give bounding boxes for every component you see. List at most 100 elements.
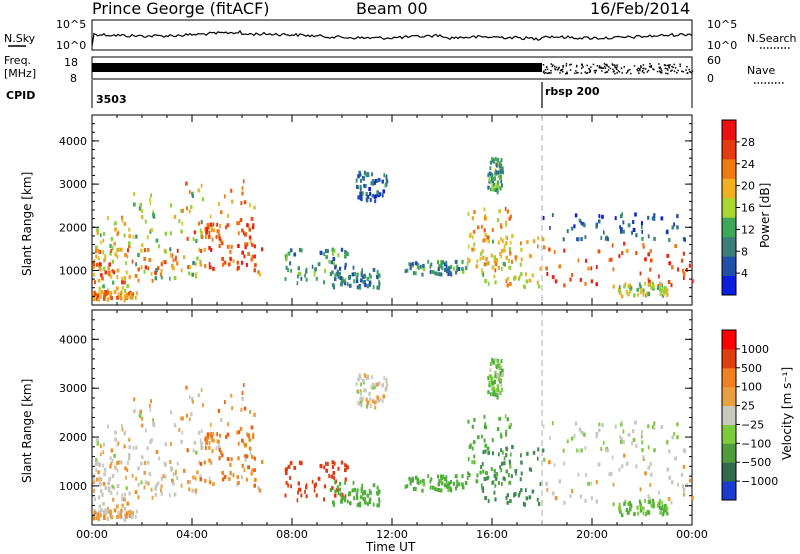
power-cell [656,286,660,290]
velocity-cell [253,483,256,488]
power-cell [95,297,98,301]
power-cell [421,272,424,277]
power-cell [188,209,191,214]
power-cell [189,265,192,269]
power-cell [253,268,256,273]
nave-dot [577,71,579,74]
velocity-cell [261,459,264,464]
velocity-cell [219,450,223,455]
velocity-cell [649,462,652,466]
velocity-cell [344,498,347,503]
power-cell [500,183,503,188]
power-cell [668,238,671,242]
nave-dot [667,72,669,75]
power-cell [200,220,203,225]
power-cell [97,248,99,253]
power-cell [289,261,292,266]
power-cell [199,262,203,267]
velocity-cell [210,460,213,465]
power-cell [253,254,256,259]
power-cell [219,239,223,243]
power-cell [676,225,679,230]
velocity-cell [111,484,114,489]
power-cell [290,268,292,273]
velocity-cell [666,511,669,516]
velocity-cell [491,357,493,362]
velocity-cell [369,490,372,495]
nave-dot [682,71,685,73]
velocity-cell [139,409,142,414]
power-cell [494,262,498,267]
velocity-cell [103,514,106,519]
velocity-cell [236,430,239,435]
velocity-cell [505,495,508,500]
power-cell [96,294,100,299]
power-cell [110,248,113,253]
velocity-cell [126,468,129,473]
nave-dot [607,69,610,71]
power-cell [497,174,501,178]
noise-right-label: N.Search [747,32,797,45]
power-cell [461,267,464,272]
power-cell [93,272,96,277]
velocity-cell [241,396,244,401]
power-cell [135,234,138,239]
noise-right-tick-bottom: 10^0 [707,39,737,52]
power-cell [170,203,173,208]
nave-dot [685,69,687,71]
power-cell [319,251,323,256]
power-cell [241,186,244,191]
velocity-cell [409,481,412,486]
power-cell [123,298,126,303]
power-cell [445,264,448,269]
velocity-cell [217,439,220,444]
power-cell [648,279,651,284]
power-cell [629,285,633,290]
power-cell [517,276,520,281]
nave-dot [543,72,546,75]
power-cell [376,274,379,279]
velocity-cell [241,391,244,395]
velocity-cell [577,472,580,477]
velocity-cell [627,432,631,437]
velocity-cell [467,471,470,476]
power-cell [98,297,100,302]
velocity-cell [173,423,177,428]
power-cell [360,278,363,283]
power-cell [554,279,558,284]
power-cell [123,233,126,238]
velocity-ytick-label: 1000 [59,480,87,493]
velocity-cell [117,441,120,446]
power-cell [137,278,140,283]
power-colorbar-swatch [722,256,736,276]
nave-dot [674,67,677,69]
power-cell [111,259,115,264]
velocity-cell [341,493,344,498]
power-cell [105,291,108,296]
power-cell [203,247,206,252]
power-cell [471,235,474,240]
nave-dot [603,63,606,65]
velocity-cell [325,461,327,466]
power-cell [253,205,256,210]
velocity-cell [250,425,254,430]
power-cell [247,223,250,228]
power-cell [623,241,626,246]
power-cell [215,235,218,240]
velocity-cell [336,485,339,490]
velocity-cell [170,441,172,446]
power-cell [170,231,172,236]
power-cell [376,179,379,183]
power-cell [218,236,221,241]
power-cell [120,295,123,300]
power-cell [431,270,435,274]
velocity-cell [172,472,175,477]
power-cell [537,236,540,241]
power-cell [229,249,232,254]
power-cell [97,278,101,283]
velocity-colorbar-swatch [722,405,736,425]
velocity-cell [127,510,130,515]
power-cell [333,261,336,266]
power-cell [562,237,565,242]
